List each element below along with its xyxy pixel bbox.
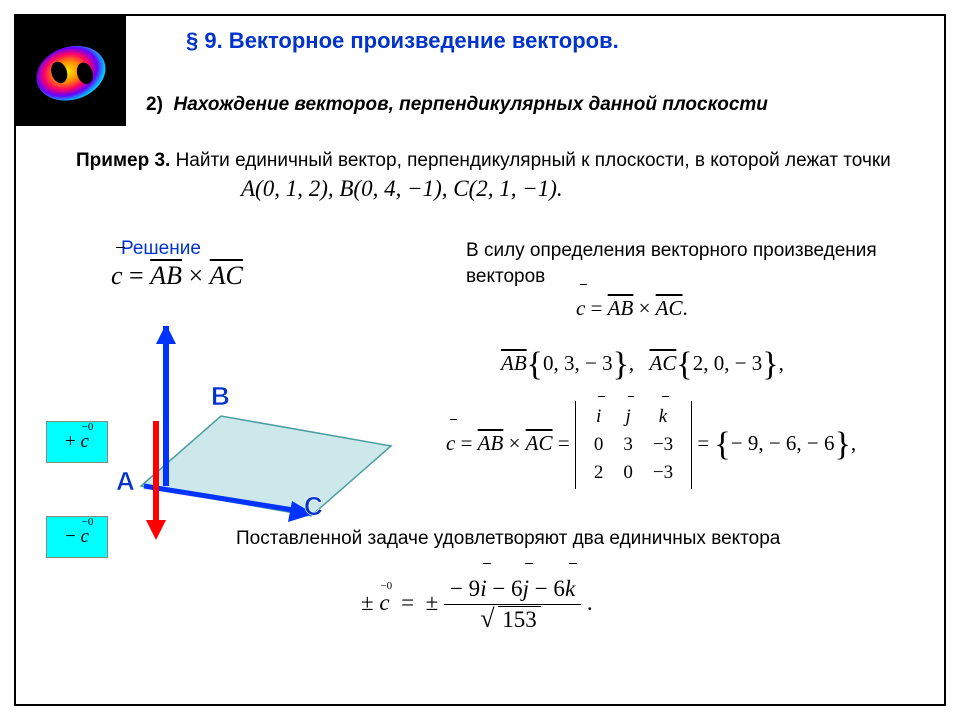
- bottom-text: Поставленной задаче удовлетворяют два ед…: [236, 526, 780, 552]
- determinant: i j k 0 3 −3 2 0 −3: [575, 401, 692, 489]
- section-title: § 9. Векторное произведение векторов.: [186, 28, 619, 54]
- example-block: Пример 3. Найти единичный вектор, перпен…: [76, 148, 914, 175]
- subtitle-number: 2): [146, 94, 163, 115]
- eq-c-def: c = AB × AC.: [576, 296, 688, 321]
- solution-label: Решение: [121, 238, 201, 260]
- slide: § 9. Векторное произведение векторов. 2)…: [14, 14, 946, 706]
- diagram: + c − c A B C: [46, 326, 426, 556]
- subtitle: 2) Нахождение векторов, перпендикулярных…: [146, 94, 768, 116]
- box-plus-c: + c: [46, 421, 108, 463]
- determinant-eq: c = AB × AC = i j k 0 3 −3 2 0: [446, 401, 856, 489]
- example-label: Пример 3.: [76, 150, 170, 171]
- points: A(0, 1, 2), B(0, 4, −1), C(2, 1, −1).: [241, 176, 563, 202]
- final-answer: ± c = ± − 9i − 6j − 6k 153 .: [361, 576, 593, 633]
- subtitle-text: Нахождение векторов, перпендикулярных да…: [173, 94, 767, 115]
- right-text-1: В силу определения векторного произведен…: [466, 238, 906, 289]
- logo: [16, 16, 126, 126]
- formula-c: c = AB × AC: [111, 261, 243, 291]
- vec-components: AB{0, 3, − 3}, AC{2, 0, − 3},: [501, 346, 784, 384]
- label-C: C: [304, 491, 323, 522]
- box-minus-c: − c: [46, 516, 108, 558]
- label-A: A: [116, 466, 135, 497]
- label-B: B: [211, 381, 230, 412]
- example-text: Найти единичный вектор, перпендикулярный…: [176, 150, 891, 171]
